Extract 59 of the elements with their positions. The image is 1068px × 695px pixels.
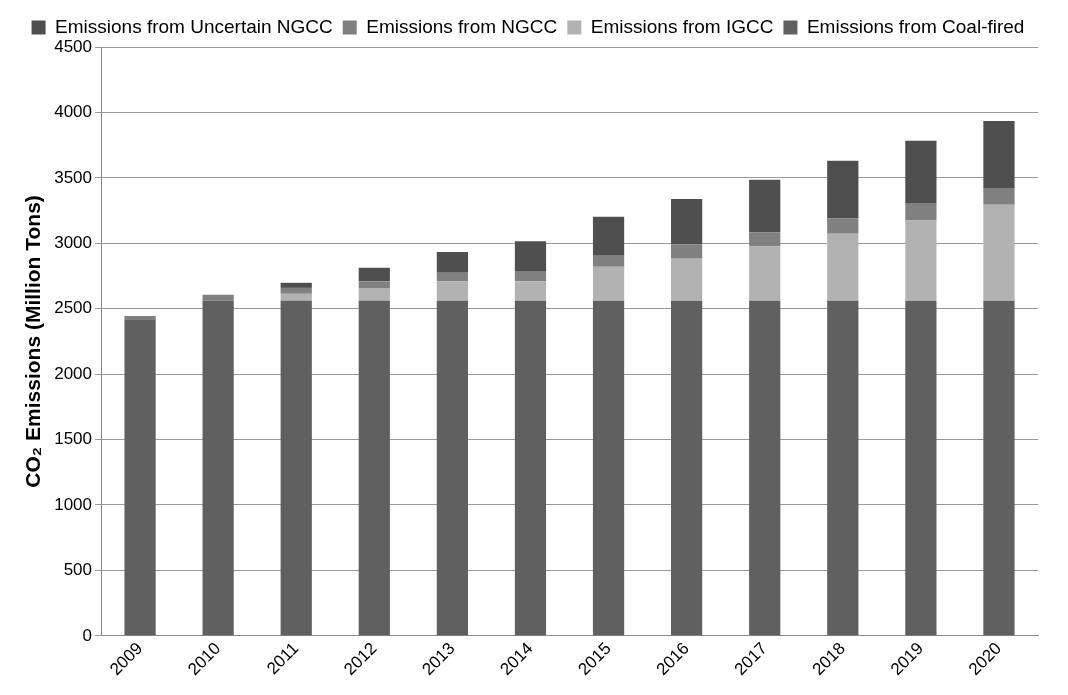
bar [280, 300, 312, 636]
y-tick-label: 3500 [54, 167, 93, 187]
bar [749, 246, 781, 301]
bar [436, 252, 468, 273]
bar [592, 300, 625, 636]
y-tick-label: 1500 [54, 429, 93, 449]
bar [202, 300, 234, 636]
bar [280, 282, 312, 288]
legend-label: Emissions from Coal-fired [806, 15, 1025, 37]
bar [436, 300, 468, 636]
legend-label: Emissions from IGCC [590, 15, 774, 37]
bar [124, 319, 156, 636]
bar [280, 287, 312, 294]
bar [671, 244, 703, 259]
bar [124, 315, 156, 320]
bar [983, 204, 1015, 301]
bar [983, 188, 1015, 205]
legend-label: Emissions from NGCC [366, 15, 558, 37]
bar [436, 272, 468, 282]
bar [592, 255, 625, 267]
y-tick-label: 500 [63, 560, 93, 580]
bar [827, 300, 859, 636]
bar [671, 300, 703, 636]
bar [514, 281, 547, 301]
y-tick-label: 4000 [54, 102, 93, 122]
bar [514, 271, 547, 282]
bar [905, 220, 937, 301]
bar [983, 300, 1015, 636]
bar [202, 294, 234, 301]
y-tick-label: 2500 [54, 298, 93, 318]
bar [905, 140, 937, 204]
y-tick-label: 2000 [54, 363, 93, 383]
bar [905, 300, 937, 636]
bar [827, 233, 859, 301]
bar [749, 232, 781, 247]
bar [905, 203, 937, 221]
bar [749, 179, 781, 233]
bar [827, 218, 859, 234]
y-tick-label: 3000 [54, 232, 93, 252]
bar [514, 300, 547, 636]
bar [671, 258, 703, 301]
bar [671, 199, 703, 245]
bar [358, 281, 390, 289]
bar [592, 216, 625, 256]
bar [514, 241, 547, 272]
y-tick-label: 1000 [54, 494, 93, 514]
legend-label: Emissions from Uncertain NGCC [55, 15, 333, 37]
y-tick-label: 4500 [54, 36, 93, 56]
bar [280, 293, 312, 301]
bar [358, 267, 390, 282]
bar [358, 288, 390, 301]
bar [983, 120, 1015, 189]
bar [749, 300, 781, 636]
bar [436, 281, 468, 301]
bar [827, 160, 859, 219]
bar [358, 300, 390, 636]
y-tick-label: 0 [82, 625, 93, 645]
bar [592, 266, 625, 301]
y-axis-title: CO₂ Emissions (Million Tons) [21, 195, 45, 488]
